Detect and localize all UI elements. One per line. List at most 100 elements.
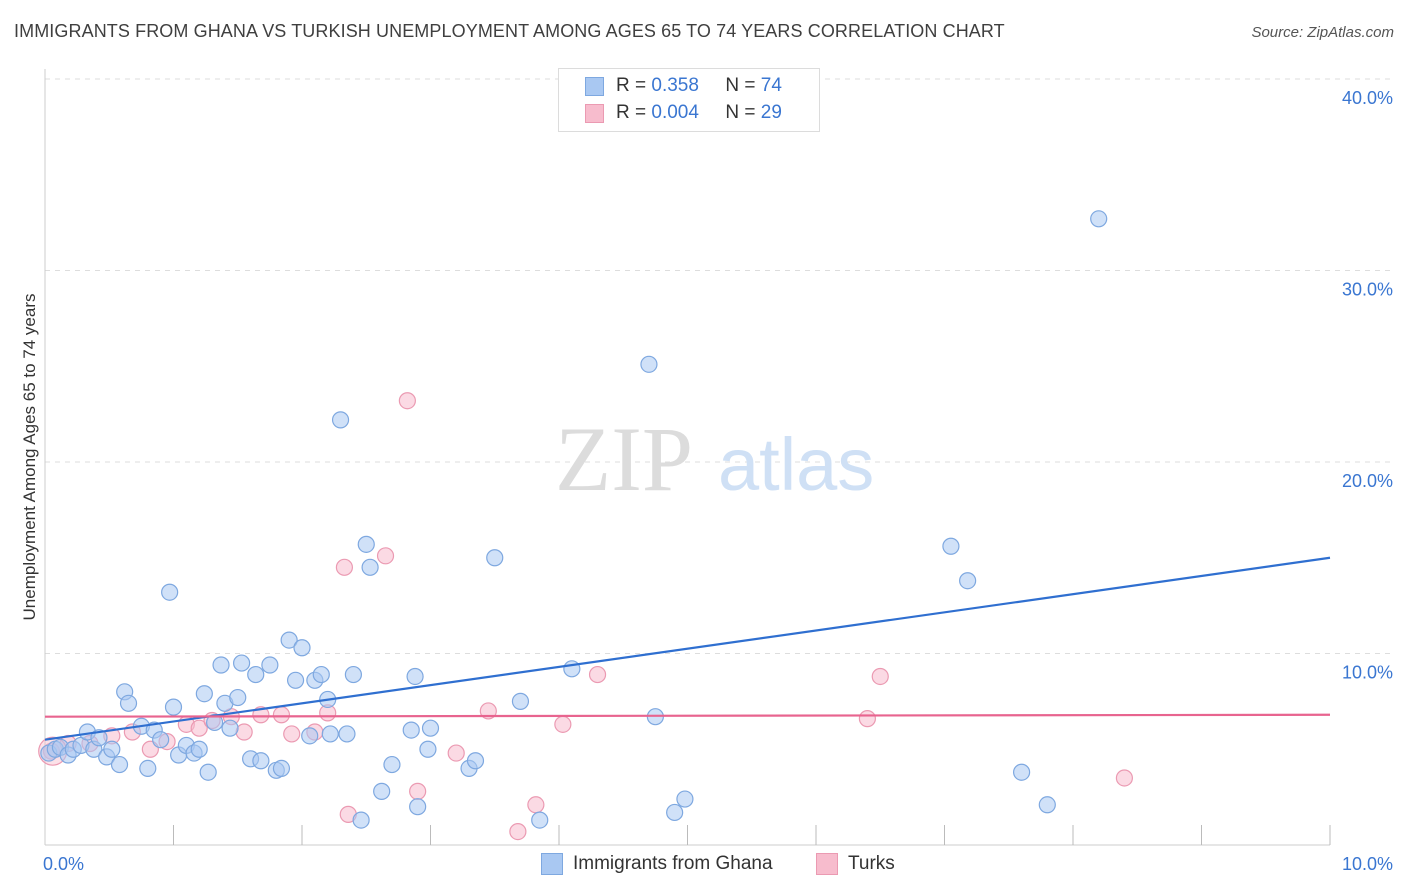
ghana-point [229,688,247,707]
watermark-zip: ZIP [555,408,693,510]
ghana-point [280,631,298,649]
turks-point [858,710,877,728]
legend-row-turks: R = 0.004 N = 29 [585,100,782,126]
ghana-point [640,355,658,373]
ghana-point [110,755,129,774]
legend-swatch-pink [585,103,604,123]
ghana-point [666,803,684,822]
legend-n-value: 29 [760,102,782,123]
legend-r-value: 0.358 [651,75,699,96]
turks-point [871,667,889,686]
turks-point [235,723,253,741]
bottom-legend-swatch-pink [816,853,838,875]
bottom-legend-turks[interactable]: Turks [816,852,895,876]
ghana-point [321,725,339,743]
y-tick-label: 20.0% [1342,471,1393,491]
ghana-point [352,811,370,829]
bottom-legend-label: Turks [848,853,895,874]
ghana-point [402,721,420,739]
ghana-point [338,725,356,743]
ghana-point [942,537,960,555]
source-credit: Source: ZipAtlas.com [1251,24,1394,41]
gridlines [45,78,1390,654]
watermark-atlas: atlas [718,423,874,506]
turks-point [588,665,607,684]
ghana-point [383,755,401,774]
ghana-point [511,692,530,710]
ghana-point [286,671,305,689]
x-tick-label: 0.0% [43,854,84,874]
ghana-point [293,639,311,657]
legend-n-value: 74 [760,75,782,96]
ghana-point [261,656,279,674]
ghana-point [486,549,504,567]
ghana-point [466,752,485,770]
turks-point [376,547,395,565]
axes [44,69,1331,846]
ghana-point [406,667,424,686]
bottom-legend-ghana[interactable]: Immigrants from Ghana [541,852,773,876]
ghana-point [1012,763,1031,781]
turks-point [190,719,208,737]
turks-point [527,796,545,814]
ghana-point [90,729,108,747]
turks-point [272,706,291,724]
ghana-point [119,694,138,712]
trendlines [44,556,1331,741]
y-tick-label: 10.0% [1342,663,1393,683]
ghana-point [190,740,208,758]
ghana-point [1038,796,1056,814]
ghana-point [312,665,330,684]
turks-point [509,822,527,841]
ghana-point [247,665,265,684]
ghana-point [212,656,230,674]
ghana-point [361,558,379,576]
ghana-point [301,727,319,745]
ghana-point [164,698,183,716]
ghana-point [161,583,179,601]
ghana-point [373,782,391,800]
x-tick-label: 10.0% [1342,854,1393,874]
turks-point [447,744,465,762]
ghana-point [139,759,157,778]
legend-box: R = 0.358 N = 74 R = 0.004 N = 29 [558,68,820,132]
legend-row-ghana: R = 0.358 N = 74 [585,73,782,99]
ghana-trendline [44,556,1331,741]
turks-point [554,715,572,733]
ghana-point [357,535,375,553]
watermark: ZIP atlas [555,408,874,510]
ghana-point [103,740,121,758]
ghana-point [419,740,437,758]
turks-trendline [44,713,1331,718]
tick-labels: 10.0% 20.0% 30.0% 40.0% 0.0% 10.0% [43,88,1393,874]
legend-n-label: N = [725,75,756,96]
ghana-point [959,572,977,590]
y-tick-label: 30.0% [1342,280,1393,300]
ghana-point [206,713,224,732]
ghana-points [40,210,1108,829]
y-tick-label: 40.0% [1342,88,1393,108]
ghana-point [199,763,217,781]
bottom-legend-label: Immigrants from Ghana [573,853,773,874]
bottom-legend-swatch-blue [541,853,563,875]
ghana-point [233,654,251,672]
turks-point [283,725,301,743]
legend-n-label: N = [725,102,756,123]
legend-swatch-blue [585,76,604,96]
legend-r-label: R = [616,102,647,123]
ghana-point [195,685,213,703]
ghana-point [331,411,350,429]
ghana-point [676,790,694,808]
ghana-point [409,798,427,816]
ghana-point [344,665,362,684]
ghana-point [421,719,440,737]
ghana-point [531,811,549,829]
chart-title: IMMIGRANTS FROM GHANA VS TURKISH UNEMPLO… [14,21,1005,41]
turks-point [335,558,354,576]
ghana-point [252,752,270,770]
ghana-point [152,731,170,749]
ghana-point [272,759,291,778]
turks-point [409,782,427,800]
ghana-point [221,719,239,737]
